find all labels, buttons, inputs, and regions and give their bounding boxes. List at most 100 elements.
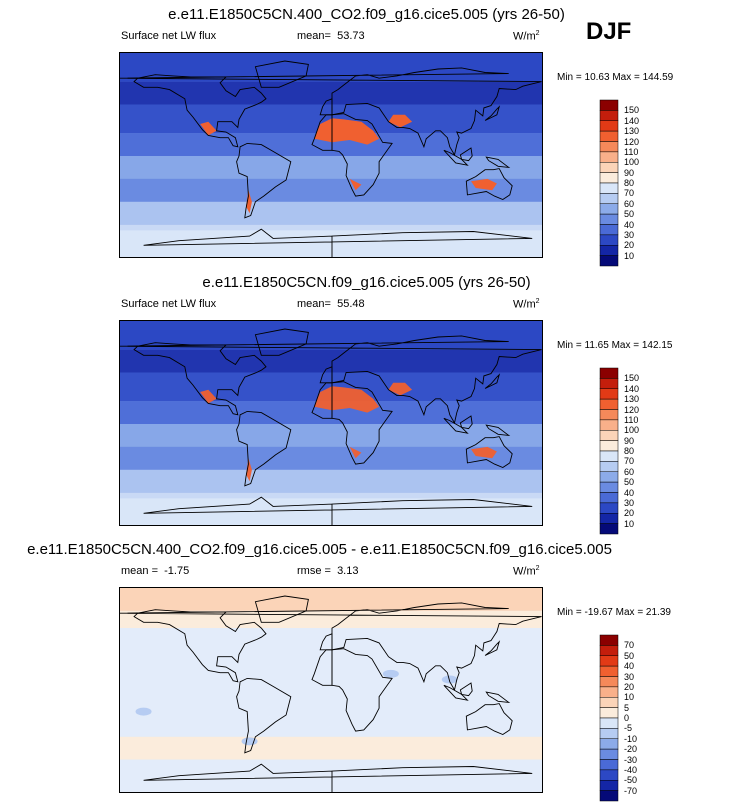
map-plot <box>119 320 543 526</box>
colorbar-tick-label: 10 <box>624 518 635 529</box>
colorbar-tick-label: -30 <box>624 754 638 765</box>
season-label: DJF <box>586 18 632 45</box>
hot-region <box>349 446 362 459</box>
coastline <box>459 682 473 697</box>
colorbar-box <box>599 162 619 173</box>
colorbar-tick-label: -40 <box>624 764 638 775</box>
colorbar-box <box>599 203 619 215</box>
colorbar-tick-label: -5 <box>624 723 633 734</box>
colorbar-box <box>599 378 619 389</box>
coastline <box>459 147 473 162</box>
panel-1: e.e11.E1850C5CN.400_CO2.f09_g16.cice5.00… <box>0 6 733 274</box>
coastline <box>236 142 292 219</box>
colorbar-tick-label: 70 <box>624 188 635 199</box>
colorbar-tick-label: 90 <box>624 435 635 446</box>
colorbar-tick-label: 140 <box>624 383 640 394</box>
colorbar-svg <box>599 367 619 535</box>
coastline <box>133 342 267 416</box>
coastline <box>443 684 469 701</box>
hot-region <box>200 121 217 136</box>
hot-region <box>332 118 380 145</box>
colorbar-tick-label: 80 <box>624 446 635 456</box>
coastline <box>459 415 473 430</box>
colorbar-tick-label: 100 <box>624 425 640 436</box>
colorbar-box <box>599 419 619 431</box>
map-plot <box>119 587 543 793</box>
colorbar-tick-label: 110 <box>624 414 639 425</box>
colorbar-tick-label: 70 <box>624 456 635 467</box>
colorbar-box <box>599 388 619 400</box>
colorbar-box <box>599 130 619 142</box>
colorbar-box <box>599 780 619 791</box>
coastline <box>236 677 292 754</box>
colorbar-tick-label: 60 <box>624 466 635 477</box>
colorbar-box <box>599 450 619 462</box>
hot-region <box>314 386 332 411</box>
field-band <box>120 759 542 792</box>
colorbar-box <box>599 461 619 472</box>
colorbar-tick-label: 40 <box>624 487 635 498</box>
colorbar-box <box>599 99 619 111</box>
hot-region <box>388 114 413 128</box>
colorbar-tick-label: -10 <box>624 733 638 744</box>
field-band <box>120 349 542 373</box>
coastline <box>485 424 511 437</box>
colorbar-tick-label: 50 <box>624 477 635 488</box>
panel-2: e.e11.E1850C5CN.f09_g16.cice5.005 (yrs 2… <box>0 274 733 542</box>
coastline <box>331 381 393 465</box>
colorbar-tick-label: 20 <box>624 508 635 519</box>
field-band <box>120 178 542 202</box>
colorbar-box <box>599 502 619 514</box>
colorbar-tick-label: 10 <box>624 692 635 703</box>
coastline <box>465 703 513 736</box>
colorbar-tick-label: 120 <box>624 136 640 147</box>
colorbar-tick-label: 30 <box>624 497 635 508</box>
coastline <box>485 691 511 704</box>
hot-region <box>471 178 497 191</box>
coastline <box>254 60 309 88</box>
colorbar-box <box>599 213 619 225</box>
colorbar-ticks: 150 140 130 120 110 100 90 80 70 60 50 40 30 20 10 <box>624 100 664 266</box>
colorbar-box <box>599 790 619 802</box>
coastline <box>484 640 501 656</box>
units-label: W/m2 <box>513 30 540 43</box>
coastline <box>254 328 309 356</box>
coastline <box>484 373 501 389</box>
colorbar-tick-label: 90 <box>624 167 635 178</box>
map-plot <box>119 52 543 258</box>
field-band <box>120 401 542 424</box>
units-label: W/m2 <box>513 298 540 311</box>
rmse-label: rmse = 3.13 <box>297 565 359 577</box>
mean-label: mean= 55.48 <box>297 298 365 310</box>
panel-title: e.e11.E1850C5CN.f09_g16.cice5.005 (yrs 2… <box>202 274 531 291</box>
colorbar-tick-label: 80 <box>624 178 635 188</box>
colorbar-box <box>599 255 619 267</box>
colorbar-tick-label: 40 <box>624 661 635 672</box>
colorbar-tick-label: 120 <box>624 404 640 415</box>
colorbar-box <box>599 492 619 504</box>
colorbar-box <box>599 245 619 256</box>
map-svg <box>120 588 542 792</box>
field-band <box>120 446 542 470</box>
coastline <box>485 156 511 169</box>
variable-label: Surface net LW flux <box>121 30 217 42</box>
colorbar-tick-label: 150 <box>624 373 640 384</box>
colorbar-svg <box>599 99 619 267</box>
coastline <box>143 763 533 792</box>
colorbar-box <box>599 676 619 688</box>
colorbar-box <box>599 440 619 452</box>
coastline <box>236 410 292 487</box>
colorbar-box <box>599 110 619 121</box>
coastline <box>319 366 333 384</box>
colorbar-box <box>599 141 619 153</box>
colorbar <box>599 99 619 267</box>
colorbar-box <box>599 172 619 184</box>
coastline <box>120 602 542 692</box>
minmax-label: Min = -19.67 Max = 21.39 <box>557 607 671 618</box>
colorbar-box <box>599 523 619 535</box>
hot-region <box>246 458 252 482</box>
field-band <box>120 424 542 447</box>
map-svg <box>120 53 542 257</box>
colorbar-box <box>599 151 619 163</box>
colorbar-tick-label: 110 <box>624 146 639 157</box>
